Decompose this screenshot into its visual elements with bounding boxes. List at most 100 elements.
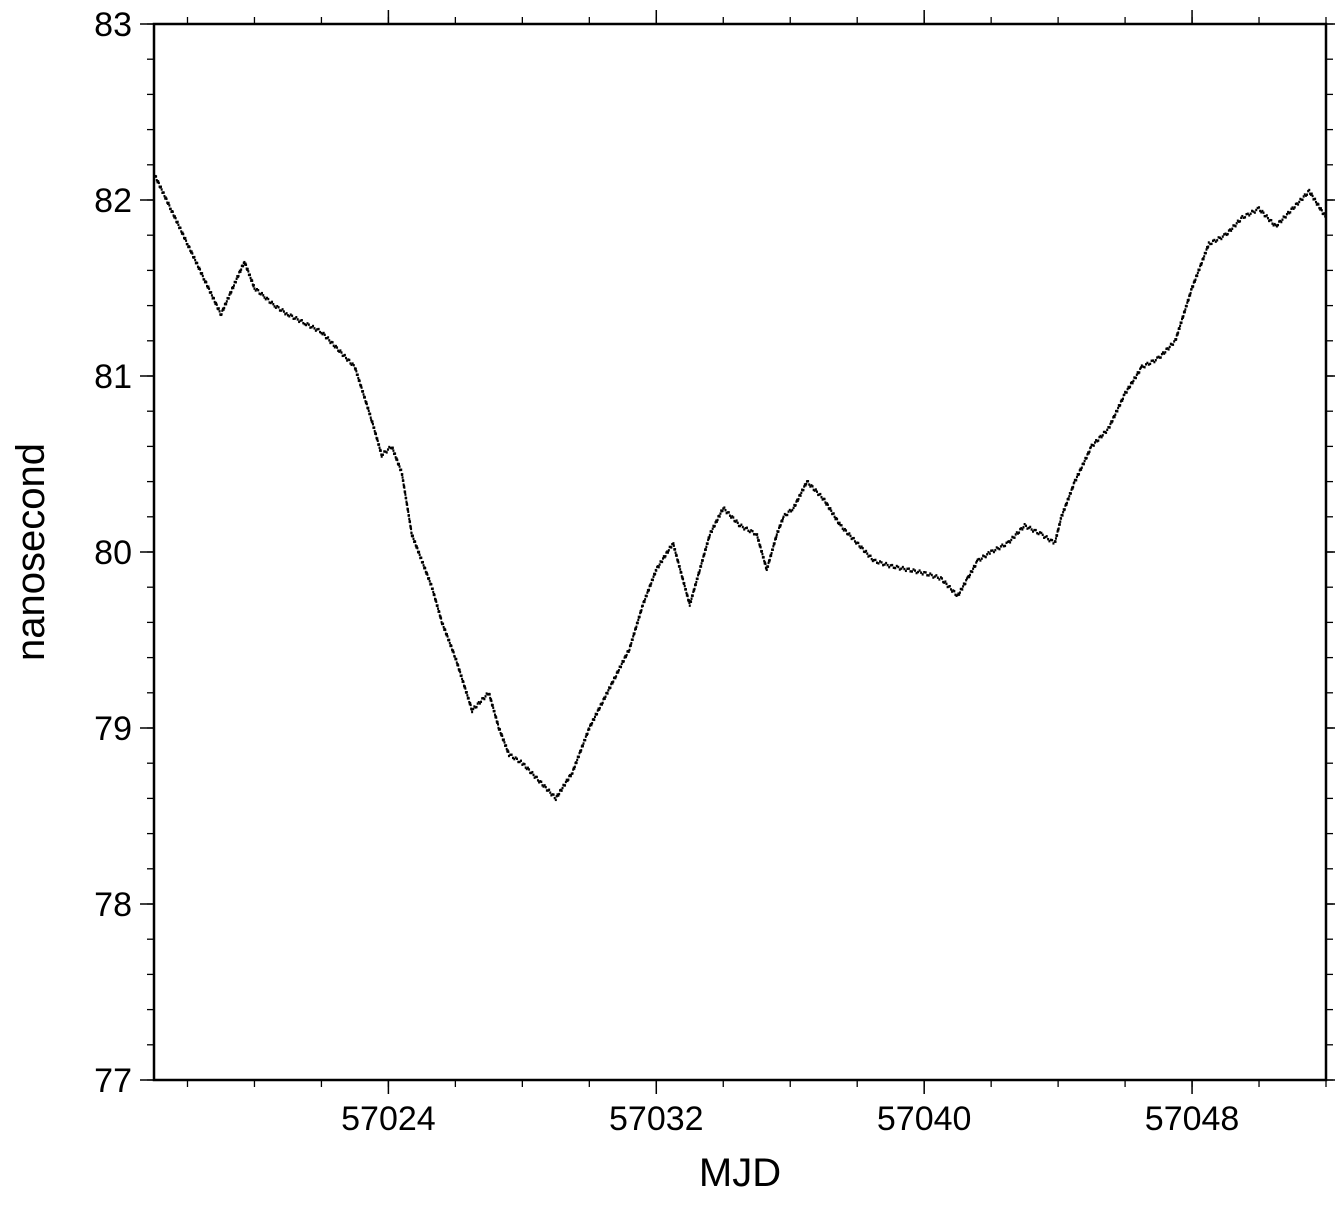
data-point [587, 728, 590, 732]
data-point [690, 597, 693, 600]
data-point [593, 715, 596, 719]
data-point [936, 576, 939, 579]
data-point [1272, 224, 1275, 227]
data-point [763, 559, 766, 563]
data-point [425, 571, 428, 574]
data-point [385, 451, 388, 454]
data-point [986, 553, 989, 556]
data-point [697, 574, 700, 577]
data-point [791, 508, 794, 512]
data-point [1291, 206, 1294, 209]
data-point [633, 632, 636, 635]
data-point [637, 618, 640, 622]
data-point [448, 641, 451, 645]
data-point [309, 326, 312, 329]
data-point [240, 268, 243, 271]
data-point [982, 554, 985, 557]
data-point [670, 546, 673, 549]
data-point [444, 628, 447, 632]
data-point [1175, 338, 1178, 341]
data-point [903, 567, 906, 571]
data-point [877, 562, 880, 565]
data-point [841, 527, 844, 530]
data-point [759, 544, 762, 547]
data-point [615, 675, 618, 678]
data-point [440, 617, 443, 620]
data-point [988, 552, 991, 555]
data-point [661, 557, 664, 560]
data-point [1034, 528, 1037, 532]
data-point [961, 588, 964, 591]
data-point [238, 271, 241, 274]
data-point [1119, 400, 1122, 403]
data-point [578, 751, 581, 755]
data-point [649, 584, 652, 587]
data-point [768, 560, 771, 563]
data-point [1259, 209, 1262, 213]
data-point [1019, 527, 1022, 531]
data-point [1308, 188, 1311, 192]
data-point [1187, 298, 1190, 302]
data-point [384, 450, 387, 453]
data-point [823, 497, 826, 501]
data-point [227, 297, 230, 300]
data-point [394, 456, 397, 459]
data-point [879, 560, 882, 563]
data-point [955, 594, 958, 598]
data-point [1146, 361, 1149, 365]
data-point [455, 661, 458, 664]
data-point [1206, 246, 1209, 250]
data-point [718, 515, 721, 518]
data-point [765, 568, 768, 572]
data-point [360, 386, 363, 389]
data-point [502, 738, 505, 741]
data-point [1054, 540, 1057, 543]
data-point [405, 500, 408, 503]
data-point [1132, 379, 1135, 383]
data-point [661, 560, 664, 564]
data-point [610, 682, 613, 686]
data-point [1180, 321, 1183, 324]
data-point [467, 697, 470, 700]
data-point [1210, 242, 1213, 246]
data-point [761, 552, 764, 556]
data-point [334, 344, 337, 348]
data-point [767, 561, 770, 565]
data-point [271, 300, 274, 304]
data-point [1158, 356, 1161, 359]
data-point [501, 734, 504, 738]
data-point [1033, 528, 1036, 532]
data-point [888, 565, 891, 569]
data-point [874, 558, 877, 562]
data-point [917, 570, 920, 574]
data-point [490, 698, 493, 701]
data-point [365, 402, 368, 406]
data-point [292, 317, 295, 320]
data-point [965, 579, 968, 582]
data-point [1209, 242, 1212, 246]
data-point [1162, 351, 1165, 354]
data-point [536, 779, 539, 782]
axis-ticks [140, 10, 1335, 1094]
data-point [410, 527, 413, 531]
data-point [434, 598, 437, 601]
data-point [452, 651, 455, 654]
data-point [363, 396, 366, 399]
data-point [593, 718, 596, 722]
data-point [165, 197, 168, 201]
data-point [1271, 222, 1274, 225]
data-point [492, 706, 495, 709]
data-point [518, 760, 521, 764]
data-point [1082, 462, 1085, 466]
data-point [551, 793, 554, 796]
data-point [383, 450, 386, 453]
data-point [1154, 359, 1157, 362]
data-point [1009, 541, 1012, 544]
data-point [1129, 385, 1132, 389]
data-point [1080, 468, 1083, 471]
data-point [1249, 212, 1252, 215]
data-points [153, 172, 1327, 802]
data-point [1036, 532, 1039, 535]
data-point [253, 287, 256, 290]
data-point [774, 537, 777, 541]
